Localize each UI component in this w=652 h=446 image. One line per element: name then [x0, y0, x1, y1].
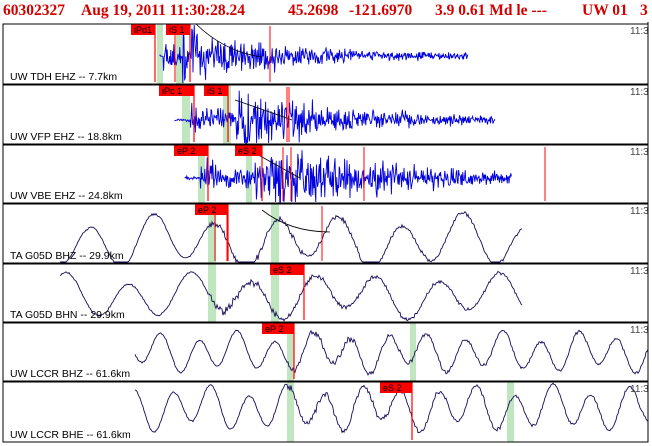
coda-curve-uw-vfp-ehz	[234, 99, 293, 121]
coda-curve-ta-g05d-bhz	[261, 209, 331, 233]
event-network: UW 01	[582, 2, 628, 19]
pick-flag-text: eS 2	[273, 265, 292, 275]
time-tick-label: 11:3	[630, 147, 649, 158]
pick-window-uw-vfp-ehz-1	[223, 85, 231, 144]
pick-window-uw-lccr-bhe-1	[507, 382, 514, 442]
pick-flag-box	[195, 204, 228, 215]
pick-flag-box	[166, 24, 190, 35]
pick-flag-box	[174, 145, 208, 156]
waveform-uw-vfp-ehz	[174, 90, 496, 144]
event-extra: 3	[640, 2, 648, 19]
trace-label-ta-g05d-bhn: TA G05D BHN -- 29.9km	[10, 309, 125, 321]
pick-flag-box	[159, 85, 194, 96]
pick-flag-uw-vbe-ehz-p[interactable]: eP 2	[174, 145, 209, 201]
pick-flag-text: eS 2	[383, 383, 402, 393]
waveform-uw-lccr-bhz	[134, 329, 649, 376]
pick-flag-text: eP 2	[198, 205, 216, 215]
waveform-uw-lccr-bhe	[134, 382, 649, 434]
pick-flag-text: iPd1	[134, 25, 152, 35]
event-longitude: -121.6970	[349, 2, 413, 19]
pick-window-ta-g05d-bhz-0	[208, 204, 216, 263]
pick-flag-text: iS 1	[169, 25, 185, 35]
trace-label-ta-g05d-bhz: TA G05D BHZ -- 29.9km	[10, 250, 124, 262]
pick-flag-box	[204, 85, 228, 96]
waveform-uw-tdh-ehz	[159, 24, 469, 84]
pick-flag-uw-tdh-ehz-p[interactable]: iPd1	[131, 24, 156, 82]
phase-picks-layer: iPd1 iS 1 iPc 1 iS 1 eP 2 eS 2 eP 2 eS 2 eP 2 eS …	[131, 23, 546, 440]
waveform-ta-g05d-bhn	[59, 270, 523, 322]
pick-flag-ta-g05d-bhz-p[interactable]: eP 2	[195, 204, 229, 261]
pick-flag-text: iPc 1	[162, 86, 182, 96]
trace-label-uw-vfp-ehz: UW VFP EHZ -- 18.8km	[10, 131, 122, 143]
event-latitude: 45.2698	[288, 2, 339, 19]
pick-flag-box	[270, 264, 304, 275]
pick-flag-text: iS 1	[207, 86, 223, 96]
time-tick-label: 11:3	[630, 325, 649, 336]
waveform-uw-vbe-ehz	[184, 150, 512, 203]
event-magnitude: 3.9 0.61 Md le ---	[435, 2, 547, 19]
time-tick-label: 11:3	[630, 266, 649, 277]
pick-flag-ta-g05d-bhn-s[interactable]: eS 2	[270, 264, 305, 320]
pick-flag-uw-tdh-ehz-s[interactable]: iS 1	[166, 24, 191, 82]
pick-flag-text: eP 2	[265, 324, 283, 334]
pick-window-uw-lccr-bhz-1	[410, 323, 416, 381]
waveforms-layer	[59, 24, 649, 434]
pick-flag-uw-vfp-ehz-s[interactable]: iS 1	[204, 85, 229, 142]
time-tick-label: 11:3	[630, 206, 649, 217]
trace-frames-layer: UW TDH EHZ -- 7.7km 11:3 UW VFP EHZ -- 18.…	[2, 22, 649, 443]
trace-label-uw-lccr-bhz: UW LCCR BHZ -- 61.6km	[10, 368, 130, 380]
pick-flag-uw-lccr-bhz-p[interactable]: eP 2	[262, 323, 295, 379]
pick-flag-text: eS 2	[238, 146, 257, 156]
pick-flag-box	[131, 24, 155, 35]
time-tick-label: 11:3	[630, 26, 649, 37]
pick-flag-uw-lccr-bhe-s[interactable]: eS 2	[380, 382, 413, 440]
pick-flag-uw-vfp-ehz-p[interactable]: iPc 1	[159, 85, 195, 142]
trace-label-uw-vbe-ehz: UW VBE EHZ -- 24.8km	[10, 190, 123, 202]
time-tick-label: 11:3	[630, 384, 649, 395]
event-header: 60302327 Aug 19, 2011 11:30:28.24 45.269…	[0, 0, 652, 22]
pick-window-ta-g05d-bhn-1	[271, 264, 279, 322]
event-datetime: Aug 19, 2011 11:30:28.24	[81, 2, 246, 19]
pick-flag-uw-vbe-ehz-s[interactable]: eS 2	[235, 145, 263, 201]
time-tick-label: 11:3	[630, 87, 649, 98]
pick-flag-box	[235, 145, 262, 156]
coda-curve-uw-tdh-ehz	[195, 23, 263, 58]
event-id: 60302327	[3, 2, 65, 19]
pick-window-ta-g05d-bhn-0	[208, 264, 216, 322]
pick-window-uw-lccr-bhz-0	[287, 323, 294, 381]
pick-window-ta-g05d-bhz-1	[271, 204, 279, 263]
pick-flag-box	[380, 382, 412, 393]
waveform-ta-g05d-bhz	[60, 210, 523, 264]
pick-window-uw-vfp-ehz-0	[182, 85, 190, 144]
trace-label-uw-tdh-ehz: UW TDH EHZ -- 7.7km	[10, 71, 117, 83]
pick-window-uw-tdh-ehz-0	[157, 24, 163, 84]
trace-label-uw-lccr-bhe: UW LCCR BHE -- 61.6km	[10, 429, 131, 441]
pick-flag-box	[262, 323, 294, 334]
pick-flag-text: eP 2	[177, 146, 195, 156]
pick-window-uw-lccr-bhe-0	[287, 382, 294, 442]
